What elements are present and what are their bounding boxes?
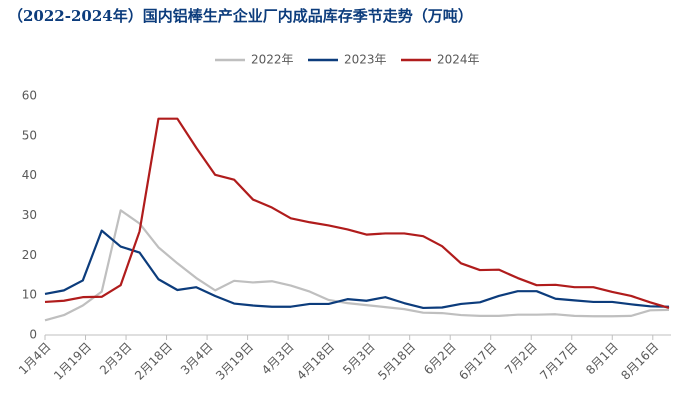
x-tick-label: 4月18日 xyxy=(294,340,337,383)
x-tick-label: 6月17日 xyxy=(456,340,499,383)
x-tick-label: 5月3日 xyxy=(340,340,378,378)
x-tick-label: 8月1日 xyxy=(583,340,621,378)
x-tick-label: 6月2日 xyxy=(421,340,459,378)
y-tick-label: 50 xyxy=(22,128,37,142)
y-tick-label: 10 xyxy=(22,288,37,302)
x-tick-label: 7月17日 xyxy=(537,340,580,383)
series-line xyxy=(44,117,670,309)
y-tick-label: 40 xyxy=(22,168,37,182)
x-tick-label: 8月16日 xyxy=(618,340,661,383)
x-tick-label: 3月4日 xyxy=(178,340,216,378)
chart-title: （2022-2024年）国内铝棒生产企业厂内成品库存季节走势（万吨） xyxy=(8,7,473,25)
y-tick-label: 0 xyxy=(29,328,37,342)
series-line xyxy=(44,229,670,310)
y-tick-label: 30 xyxy=(22,208,37,222)
x-tick-label: 2月3日 xyxy=(97,340,135,378)
x-tick-label: 1月19日 xyxy=(51,340,94,383)
y-tick-label: 60 xyxy=(22,89,37,103)
x-tick-label: 2月18日 xyxy=(132,340,175,383)
x-tick-label: 4月3日 xyxy=(259,340,297,378)
series-line xyxy=(44,209,670,322)
x-tick-label: 1月4日 xyxy=(16,340,54,378)
legend-label: 2022年 xyxy=(251,53,294,67)
x-tick-label: 7月2日 xyxy=(502,340,540,378)
legend-label: 2023年 xyxy=(344,53,387,67)
y-tick-label: 20 xyxy=(22,248,37,262)
legend-label: 2024年 xyxy=(437,53,480,67)
x-tick-label: 3月19日 xyxy=(213,340,256,383)
x-tick-label: 5月18日 xyxy=(375,340,418,383)
